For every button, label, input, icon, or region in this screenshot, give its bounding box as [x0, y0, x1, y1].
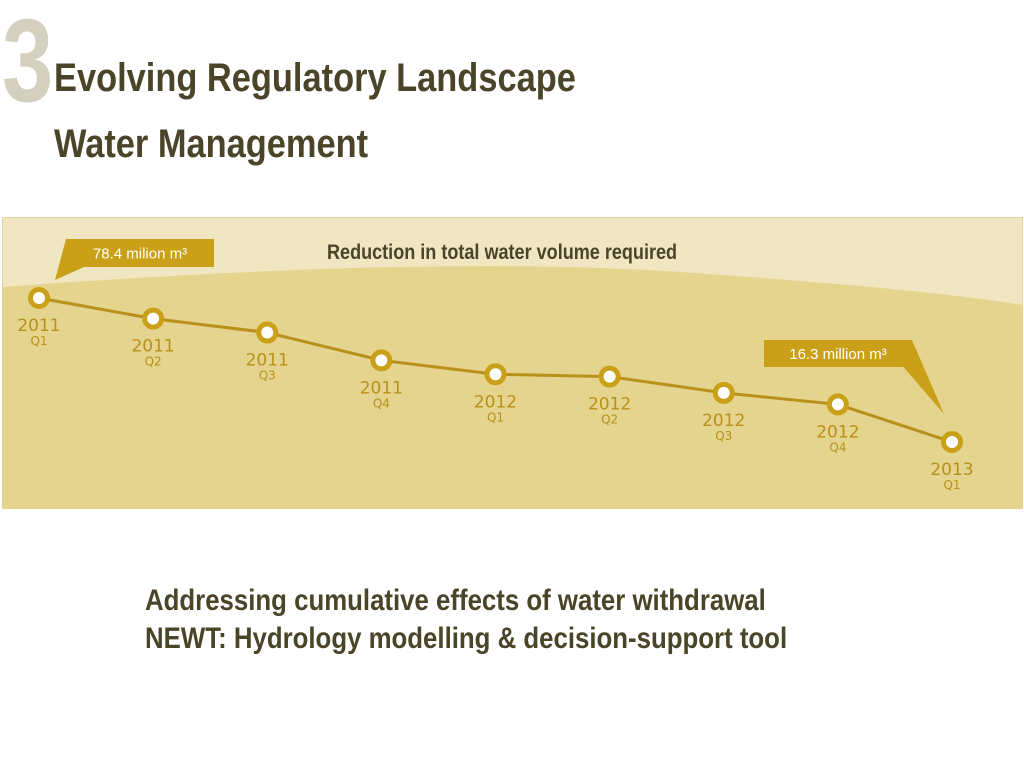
x-tick-year: 2012 — [816, 422, 859, 442]
data-point-2012-q1 — [484, 363, 507, 386]
callout-start-value: 78.4 milion m³ — [93, 246, 187, 263]
callout-box — [66, 239, 214, 267]
callout-box — [764, 340, 912, 367]
x-tick-quarter: Q4 — [373, 396, 390, 410]
chart-svg: Reduction in total water volume required… — [2, 217, 1023, 509]
data-point-2011-q3 — [256, 321, 279, 344]
x-tick-quarter: Q1 — [30, 334, 47, 348]
data-point-2011-q4 — [370, 349, 393, 372]
x-tick-year: 2012 — [588, 395, 631, 415]
x-tick-quarter: Q3 — [715, 429, 732, 443]
x-tick-year: 2012 — [702, 411, 745, 431]
x-tick-quarter: Q2 — [601, 413, 618, 427]
data-point-2012-q3 — [712, 381, 735, 404]
x-tick-year: 2011 — [246, 351, 289, 371]
data-point-2011-q2 — [142, 307, 165, 330]
x-tick-quarter: Q2 — [145, 355, 162, 369]
chart-panel-wave — [2, 266, 1023, 509]
data-point-2011-q1 — [28, 287, 50, 309]
data-point-2013-q1 — [941, 431, 963, 453]
x-tick-quarter: Q3 — [259, 369, 276, 383]
slide-number-watermark: 3 — [2, 0, 54, 127]
data-point-2012-q4 — [826, 393, 849, 416]
chart-title: Reduction in total water volume required — [327, 241, 677, 265]
bullet-newt-tool: NEWT: Hydrology modelling & decision-sup… — [145, 622, 788, 655]
bullet-cumulative-effects: Addressing cumulative effects of water w… — [145, 584, 766, 617]
x-tick-quarter: Q1 — [943, 478, 960, 492]
x-tick-year: 2011 — [17, 316, 60, 336]
x-tick-year: 2013 — [930, 460, 973, 480]
data-point-2012-q2 — [598, 365, 621, 388]
x-tick-year: 2011 — [131, 337, 174, 357]
x-tick-quarter: Q1 — [487, 410, 504, 424]
water-volume-chart: Reduction in total water volume required… — [2, 217, 1023, 509]
slide-title: Evolving Regulatory Landscape — [54, 56, 576, 100]
x-tick-quarter: Q4 — [829, 440, 846, 454]
callout-end-value: 16.3 million m³ — [789, 346, 887, 363]
x-tick-year: 2011 — [360, 378, 403, 398]
slide-subtitle: Water Management — [54, 122, 369, 166]
x-tick-year: 2012 — [474, 392, 517, 412]
